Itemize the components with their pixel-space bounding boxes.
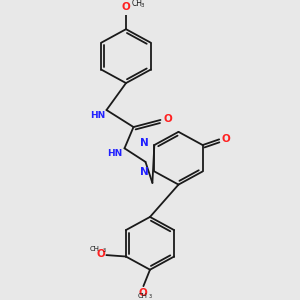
Text: CH: CH [138, 293, 148, 299]
Text: O: O [138, 288, 147, 298]
Text: 3: 3 [148, 294, 151, 299]
Text: HN: HN [107, 149, 122, 158]
Text: O: O [222, 134, 230, 143]
Text: CH: CH [90, 246, 100, 252]
Text: HN: HN [90, 111, 105, 120]
Text: O: O [96, 249, 105, 259]
Text: O: O [122, 2, 130, 12]
Text: 3: 3 [140, 4, 144, 8]
Text: CH: CH [131, 0, 142, 8]
Text: N: N [140, 138, 149, 148]
Text: O: O [164, 113, 172, 124]
Text: 3: 3 [102, 248, 105, 253]
Text: N: N [140, 167, 149, 177]
